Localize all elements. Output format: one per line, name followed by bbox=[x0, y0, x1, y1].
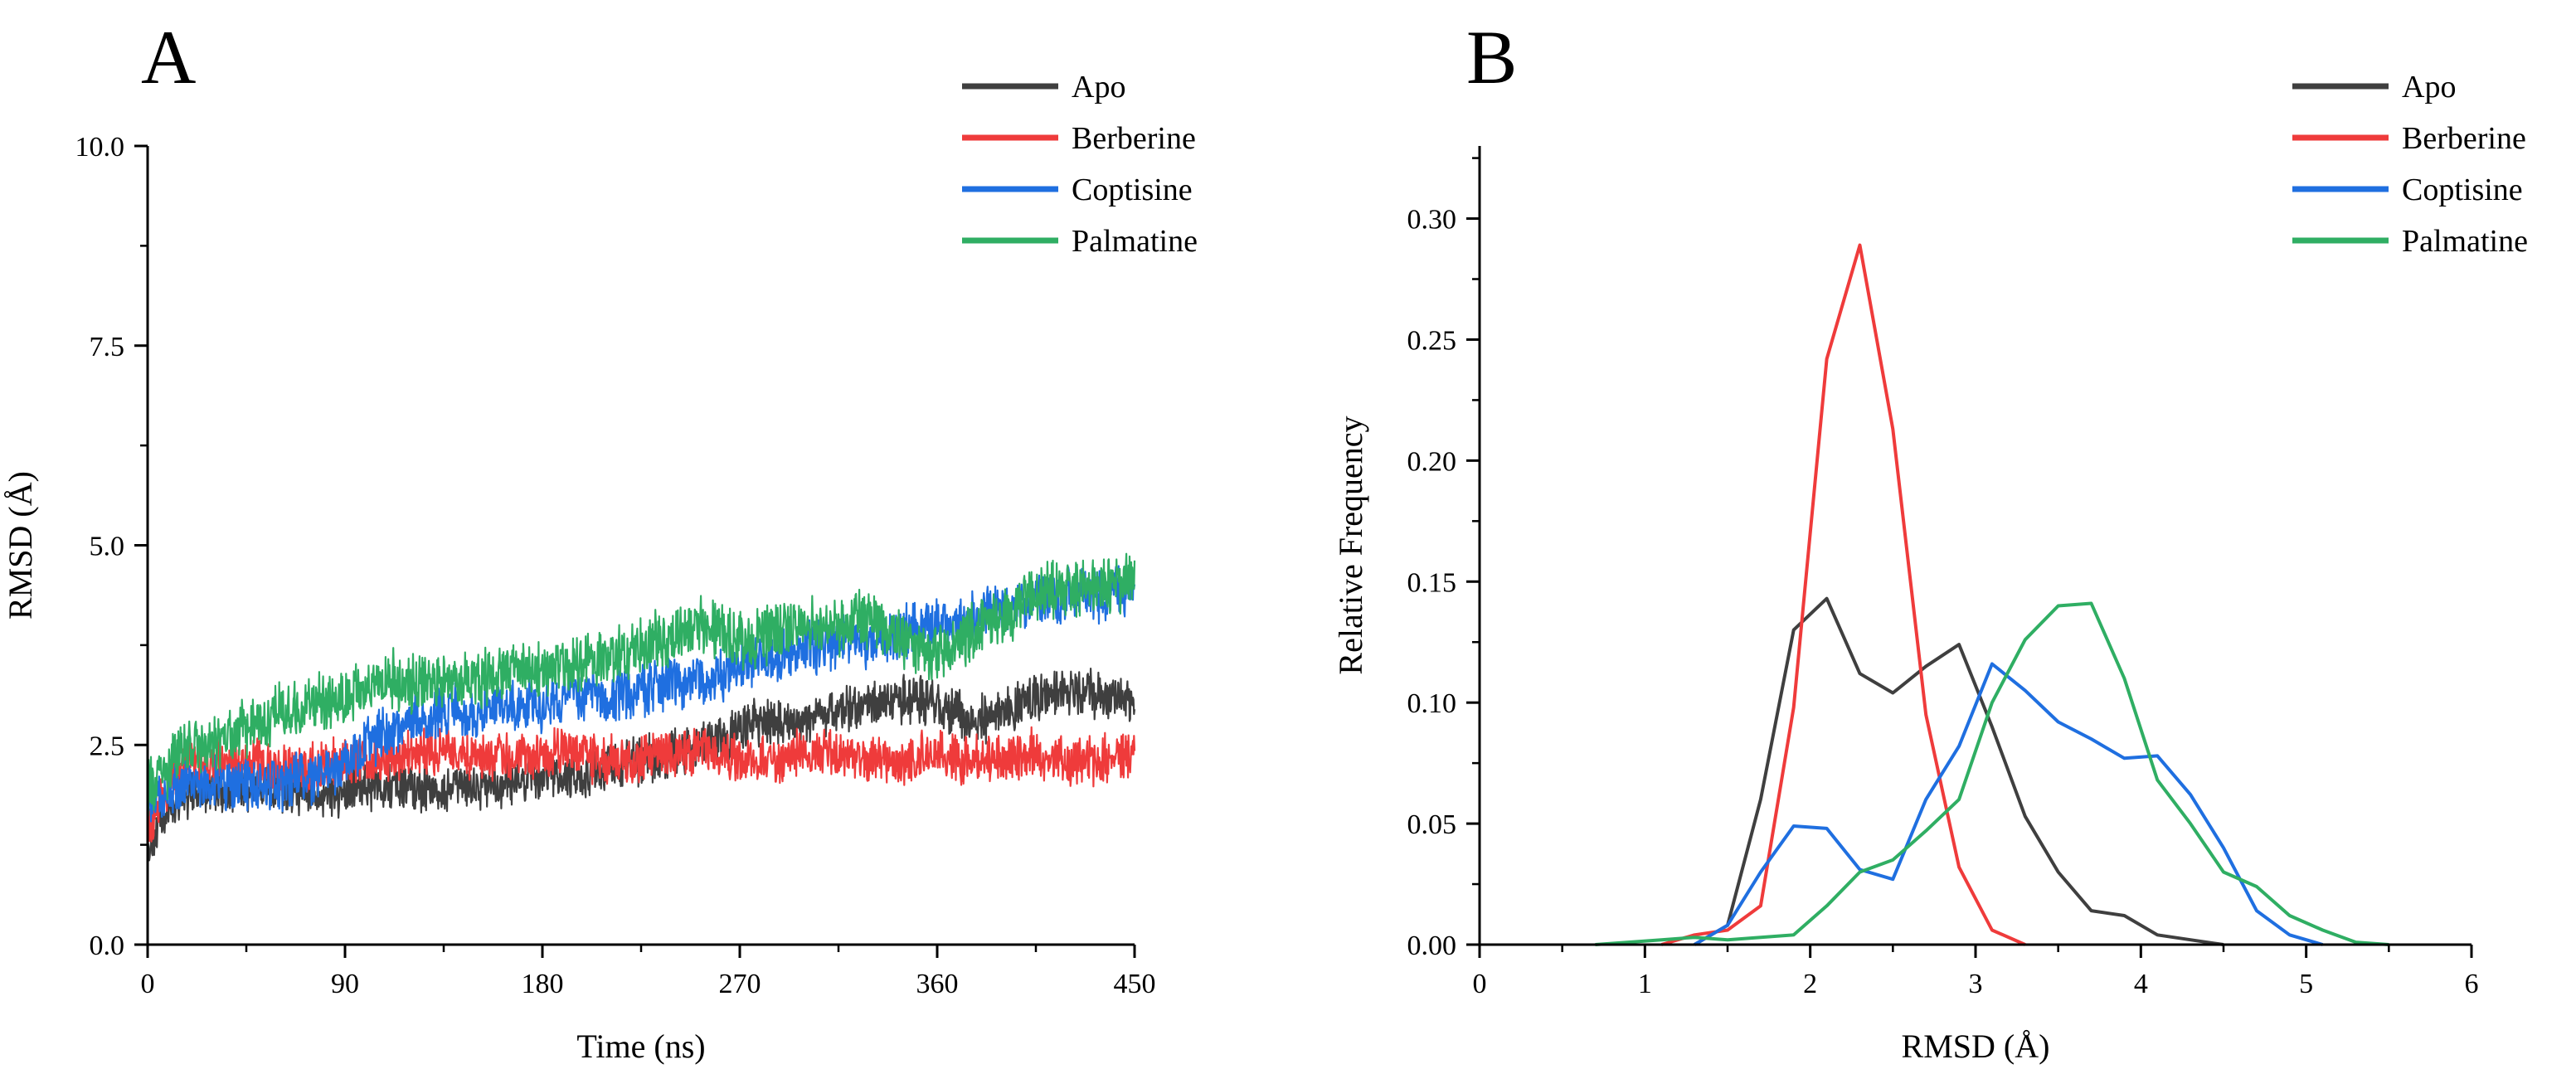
legend-a-berberine-label: Berberine bbox=[1072, 121, 1196, 156]
legend-a-palmatine-label: Palmatine bbox=[1072, 224, 1198, 259]
x-tick-label-a-2: 180 bbox=[522, 969, 564, 999]
y-tick-label-a-3: 7.5 bbox=[90, 332, 125, 362]
series-b-apo-line bbox=[1694, 596, 2224, 946]
legend-b-palmatine-label: Palmatine bbox=[2402, 224, 2528, 259]
panel-a-axes: 0 90 180 270 360 450 0.0 2.5 5.0 7.5 10.0 Time (ns)… bbox=[2, 132, 1156, 1065]
x-tick-label-b-0: 0 bbox=[1473, 969, 1487, 999]
panel-b-frequency-chart: B 0 1 2 3 4 5 6 0.00 0.05 0.10 0.15 0.20 0.25 0.30 RMS… bbox=[1332, 15, 2528, 1065]
legend-a-apo-label: Apo bbox=[1072, 70, 1125, 104]
panel-b-series-group bbox=[1595, 243, 2389, 946]
x-tick-label-b-2: 2 bbox=[1803, 969, 1817, 999]
legend-a-coptisine-label: Coptisine bbox=[1072, 173, 1193, 207]
x-tick-label-b-6: 6 bbox=[2465, 969, 2479, 999]
panel-b-letter: B bbox=[1466, 15, 1517, 100]
panel-a-letter: A bbox=[141, 15, 196, 100]
legend-b-coptisine-label: Coptisine bbox=[2402, 173, 2523, 207]
y-tick-label-a-1: 2.5 bbox=[90, 731, 125, 761]
x-axis-title-a: Time (ns) bbox=[576, 1028, 705, 1065]
x-tick-label-b-5: 5 bbox=[2299, 969, 2313, 999]
panel-b-axes: 0 1 2 3 4 5 6 0.00 0.05 0.10 0.15 0.20 0.25 0.30 RMSD … bbox=[1332, 146, 2479, 1065]
x-tick-label-b-4: 4 bbox=[2134, 969, 2148, 999]
x-axis-title-b: RMSD (Å) bbox=[1902, 1028, 2050, 1065]
y-tick-label-a-4: 10.0 bbox=[75, 132, 125, 163]
x-tick-label-a-1: 90 bbox=[331, 969, 359, 999]
series-b-berberine-line bbox=[1660, 243, 2026, 946]
x-tick-label-b-3: 3 bbox=[1969, 969, 1983, 999]
y-tick-label-b-0: 0.00 bbox=[1407, 931, 1457, 961]
x-tick-label-a-5: 450 bbox=[1114, 969, 1156, 999]
y-axis-title-a: RMSD (Å) bbox=[2, 471, 39, 620]
x-tick-label-a-4: 360 bbox=[916, 969, 959, 999]
panel-b-legend: Apo Berberine Coptisine Palmatine bbox=[2292, 70, 2528, 259]
panel-a-rmsd-time-chart: A 0 90 180 270 360 450 0.0 2.5 5.0 7.5 10.0 Time (n… bbox=[2, 15, 1198, 1065]
legend-b-apo-label: Apo bbox=[2402, 70, 2456, 104]
x-tick-label-a-3: 270 bbox=[719, 969, 761, 999]
y-tick-label-b-5: 0.25 bbox=[1407, 325, 1457, 356]
series-b-coptisine-line bbox=[1694, 662, 2324, 946]
y-tick-label-a-0: 0.0 bbox=[90, 931, 125, 961]
y-tick-label-b-1: 0.05 bbox=[1407, 809, 1457, 840]
panel-a-legend: Apo Berberine Coptisine Palmatine bbox=[962, 70, 1198, 259]
series-b-palmatine-line bbox=[1595, 601, 2389, 946]
x-tick-label-b-1: 1 bbox=[1638, 969, 1652, 999]
y-tick-label-b-2: 0.10 bbox=[1407, 688, 1457, 719]
panel-a-series-group bbox=[146, 552, 1136, 872]
y-tick-label-a-2: 5.0 bbox=[90, 532, 125, 562]
series-a-palmatine-line bbox=[146, 552, 1136, 817]
y-axis-title-b: Relative Frequency bbox=[1332, 416, 1369, 674]
y-tick-label-b-4: 0.20 bbox=[1407, 446, 1457, 477]
x-tick-label-a-0: 0 bbox=[141, 969, 155, 999]
legend-b-berberine-label: Berberine bbox=[2402, 121, 2526, 156]
y-tick-label-b-6: 0.30 bbox=[1407, 205, 1457, 236]
y-tick-label-b-3: 0.15 bbox=[1407, 567, 1457, 598]
